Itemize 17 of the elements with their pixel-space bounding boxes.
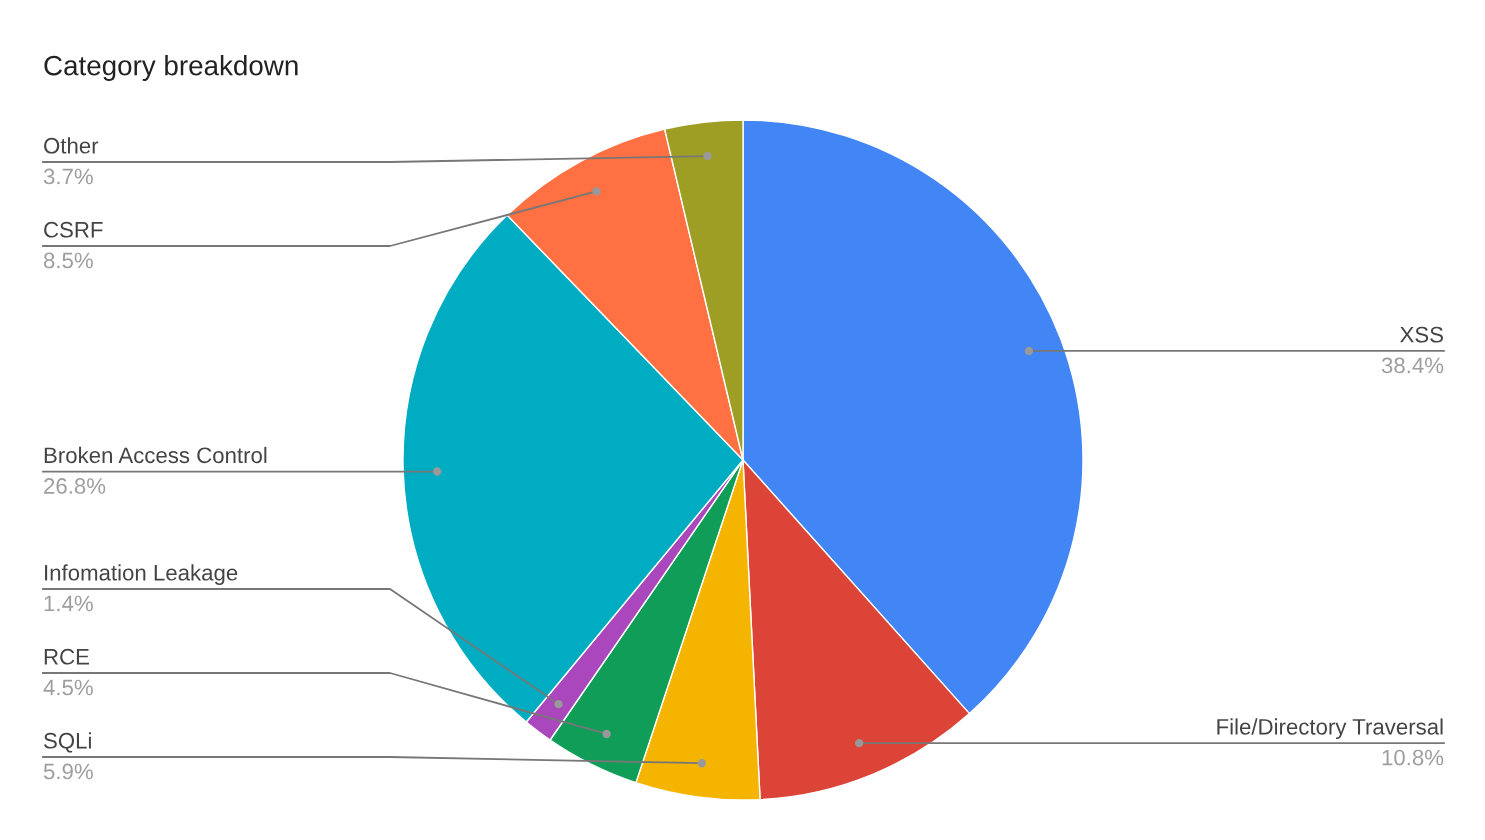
slice-label: SQLi <box>44 732 91 753</box>
data-label: 5.9% <box>43 763 93 780</box>
data-label: 4.5% <box>43 679 93 696</box>
slice-label: RCE <box>44 648 89 665</box>
slice-label: Other <box>44 137 99 154</box>
data-label: 10.8% <box>1382 749 1444 766</box>
data-label: 3.7% <box>43 168 93 185</box>
data-label: 38.4% <box>1381 357 1444 374</box>
chart-title: Category breakdown <box>44 55 298 81</box>
slice-label: Broken Access Control <box>44 446 267 464</box>
slice-label: CSRF <box>44 221 103 238</box>
slice-label: File/Directory Traversal <box>1217 718 1443 740</box>
slice-label: XSS <box>1400 326 1443 343</box>
slice-label: Infomation Leakage <box>45 564 238 585</box>
data-label: 26.8% <box>44 478 106 494</box>
data-label: 8.5% <box>43 252 93 269</box>
data-label: 1.4% <box>44 595 93 612</box>
